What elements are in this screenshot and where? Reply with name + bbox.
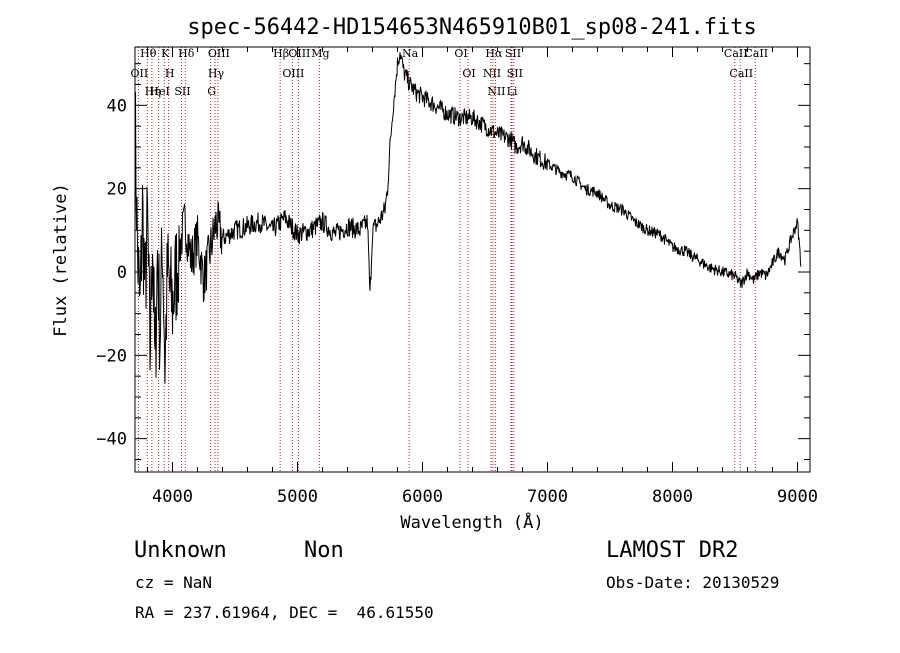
spectral-line-label: Li xyxy=(507,85,518,98)
spectral-line-label: NII xyxy=(483,67,501,80)
spectral-line-label: OIII xyxy=(288,47,310,60)
spectral-line-label: G xyxy=(207,85,216,98)
spectral-line-label: Hη xyxy=(145,85,161,98)
x-tick-label: 5000 xyxy=(277,487,318,507)
y-tick-label: 40 xyxy=(107,96,127,116)
spectral-line-label: CaII xyxy=(729,67,753,80)
spectral-line-markers xyxy=(137,47,756,472)
spectrum-series-line xyxy=(134,52,802,384)
spectral-line-label: Hγ xyxy=(208,67,225,80)
spectral-line-label: Mg xyxy=(311,47,329,60)
spectral-line-label: OI xyxy=(462,67,475,80)
spectral-line-label: Hθ xyxy=(140,47,157,60)
spectral-line-label: Na xyxy=(402,47,419,60)
spectral-line-label: CaII xyxy=(724,47,748,60)
spectral-line-label: SII xyxy=(507,67,523,80)
spectral-line-label: CaII xyxy=(744,47,768,60)
subclass-label: Non xyxy=(304,538,344,563)
x-tick-label: 7000 xyxy=(527,487,568,507)
survey-label: LAMOST DR2 xyxy=(606,538,739,563)
y-axis-ticks: −40 −20 0 20 40 xyxy=(96,63,810,460)
class-label: Unknown xyxy=(134,538,227,563)
plot-frame xyxy=(134,46,811,473)
spectral-line-label: OIII xyxy=(282,67,304,80)
spectral-line-label: OII xyxy=(131,67,149,80)
spectral-line-label: NII xyxy=(487,85,505,98)
x-tick-label: 9000 xyxy=(777,487,818,507)
redshift-text: cz = NaN xyxy=(135,573,213,592)
spectral-line-label: SII xyxy=(505,47,521,60)
obs-date-text: Obs-Date: 20130529 xyxy=(606,573,780,592)
x-axis-label: Wavelength (Å) xyxy=(400,511,543,533)
coordinates-text: RA = 237.61964, DEC = 46.61550 xyxy=(135,603,434,622)
x-tick-label: 8000 xyxy=(652,487,693,507)
spectral-line-label: OIII xyxy=(208,47,230,60)
spectral-line-label: H xyxy=(165,67,175,80)
y-tick-label: 20 xyxy=(107,180,127,200)
spectral-line-label: Hβ xyxy=(273,47,289,60)
y-tick-label: −40 xyxy=(96,430,127,450)
x-tick-label: 6000 xyxy=(402,487,443,507)
spectral-line-label: OI xyxy=(454,47,467,60)
spectral-line-label: Hδ xyxy=(178,47,195,60)
x-axis-ticks: 4000 5000 6000 7000 8000 9000 xyxy=(147,47,818,507)
spectral-line-label: HeI xyxy=(149,85,169,98)
y-tick-label: −20 xyxy=(96,346,127,366)
y-axis-label: Flux (relative) xyxy=(51,183,71,337)
spectral-line-label: Hα xyxy=(485,47,503,60)
spectral-line-label: K xyxy=(161,47,170,60)
spectral-line-label: SII xyxy=(174,85,190,98)
y-tick-label: 0 xyxy=(117,263,127,283)
chart-title: spec-56442-HD154653N465910B01_sp08-241.f… xyxy=(187,15,757,40)
x-tick-label: 4000 xyxy=(152,487,193,507)
